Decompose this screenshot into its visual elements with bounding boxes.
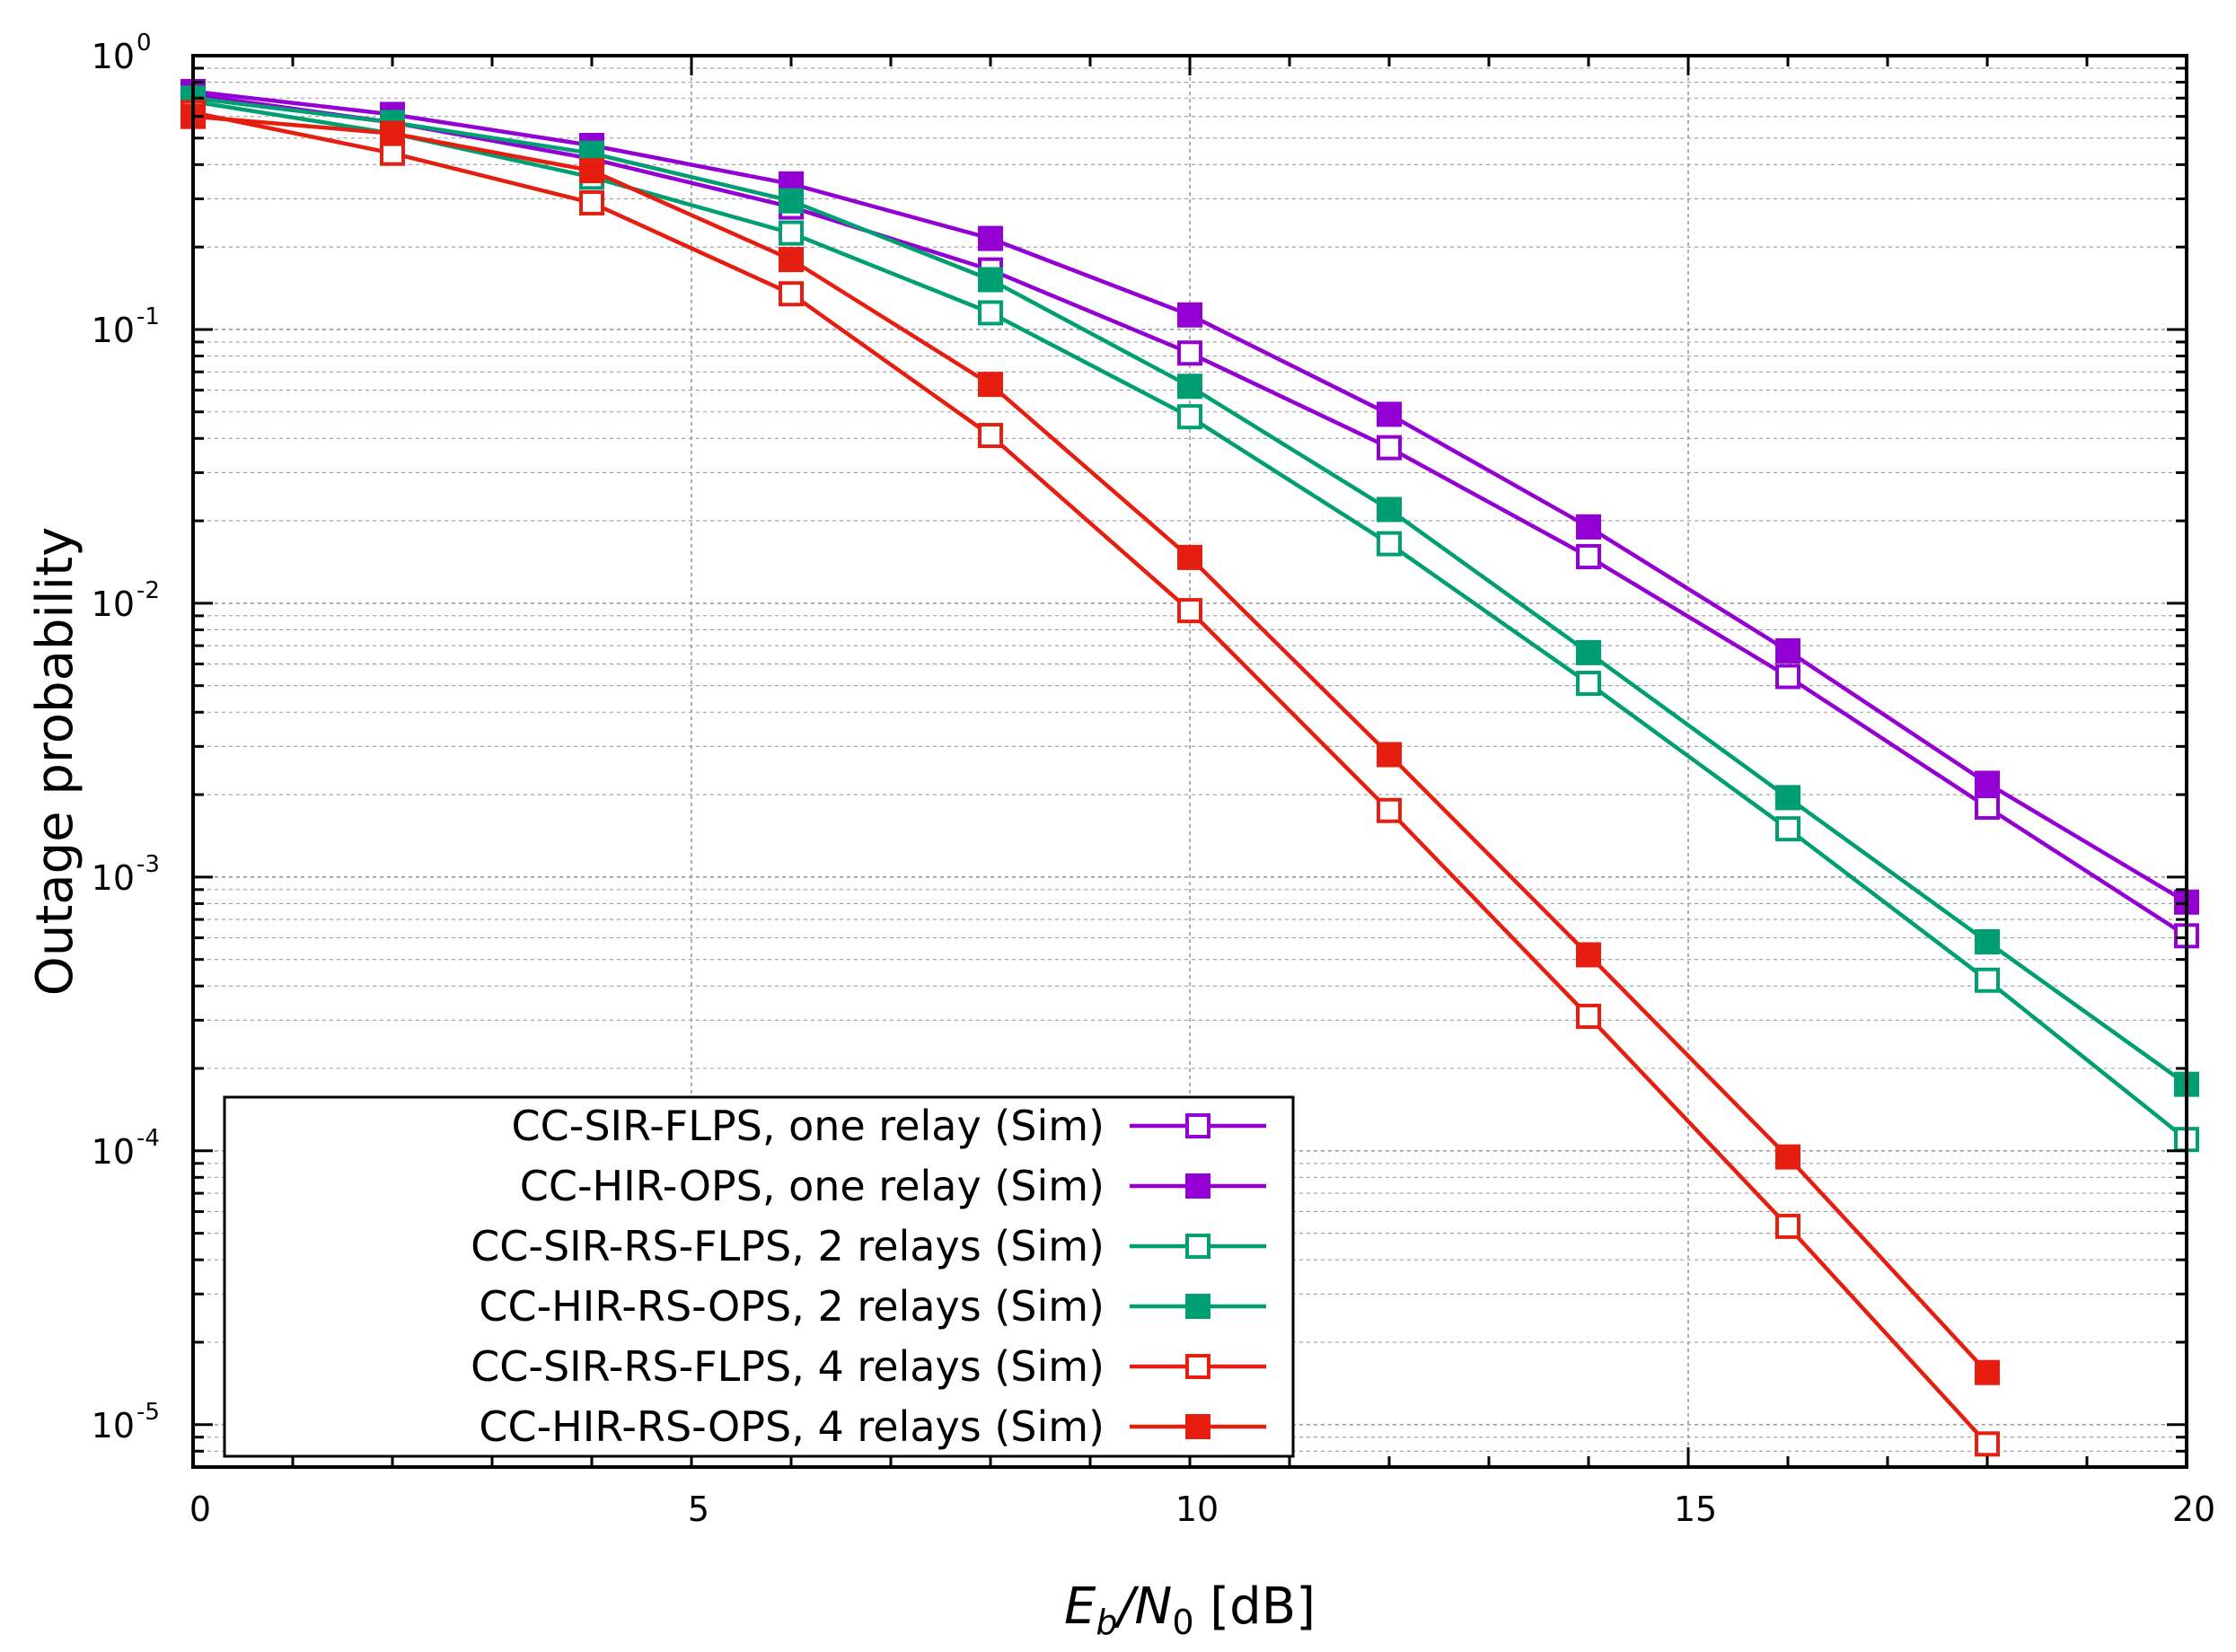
data-point	[779, 220, 804, 246]
y-tick-label-exponent: 0	[136, 30, 152, 57]
data-point	[1775, 1144, 1800, 1170]
y-tick-label: 10 -4	[92, 1125, 160, 1172]
data-point	[1576, 639, 1601, 665]
data-point	[1576, 543, 1601, 569]
legend-marker	[1185, 1354, 1210, 1379]
data-point	[1377, 797, 1402, 823]
x-axis-title-sub-0: 0	[1172, 1603, 1193, 1642]
legend-entry-6: CC-HIR-RS-OPS, 4 relays (Sim)	[479, 1402, 1266, 1451]
data-point	[1775, 785, 1800, 811]
data-point	[978, 300, 1003, 326]
data-point	[1975, 795, 2000, 821]
y-tick-label-base: 10	[92, 1132, 135, 1172]
legend-entry-5: CC-SIR-RS-FLPS, 4 relays (Sim)	[471, 1342, 1266, 1391]
y-axis-title: Outage probability	[26, 527, 84, 996]
data-point	[1177, 404, 1202, 430]
data-point	[1576, 942, 1601, 968]
data-point	[579, 189, 604, 215]
legend: CC-SIR-FLPS, one relay (Sim) CC-HIR-OPS, …	[223, 1095, 1295, 1458]
legend-label: CC-HIR-OPS, one relay (Sim)	[520, 1162, 1105, 1210]
plot-frame	[191, 54, 2188, 1469]
legend-label: CC-SIR-RS-FLPS, 4 relays (Sim)	[471, 1342, 1105, 1391]
y-tick-label: 10 -3	[92, 851, 160, 898]
y-tick-label-base: 10	[92, 1406, 135, 1446]
y-tick-label: 10 -1	[92, 303, 160, 350]
y-tick-label-exponent: -5	[136, 1399, 160, 1426]
data-point	[1975, 967, 2000, 993]
x-tick-label: 20	[2172, 1489, 2215, 1529]
x-axis-title-e: E	[1064, 1577, 1096, 1636]
legend-box	[223, 1095, 1295, 1458]
data-point	[1177, 302, 1202, 328]
x-tick-label: 0	[189, 1489, 211, 1529]
legend-marker	[1185, 1173, 1210, 1199]
data-point	[1177, 598, 1202, 624]
data-point	[779, 281, 804, 307]
data-point	[978, 423, 1003, 449]
data-point	[1576, 671, 1601, 697]
data-point	[579, 158, 604, 184]
data-point	[1975, 770, 2000, 796]
legend-marker	[1185, 1113, 1210, 1138]
legend-label: CC-HIR-RS-OPS, 2 relays (Sim)	[479, 1282, 1105, 1331]
legend-marker	[1185, 1294, 1210, 1319]
y-tick-label-exponent: -4	[136, 1125, 160, 1152]
series-line	[192, 114, 1989, 1375]
x-axis-title-unit: [dB]	[1194, 1577, 1316, 1636]
data-point	[1576, 514, 1601, 540]
data-point	[1975, 1431, 2000, 1457]
data-point	[978, 372, 1003, 398]
y-tick-label-exponent: -2	[136, 577, 160, 604]
legend-marker	[1185, 1414, 1210, 1439]
x-axis-title: Eb/N0 [dB]	[1064, 1577, 1316, 1642]
data-point	[1377, 742, 1402, 768]
y-tick-label: 10 0	[92, 30, 152, 76]
legend-label: CC-SIR-RS-FLPS, 2 relays (Sim)	[471, 1222, 1105, 1270]
x-tick-label: 10	[1175, 1489, 1219, 1529]
data-point	[1177, 340, 1202, 366]
data-point	[1975, 929, 2000, 955]
data-point	[1377, 401, 1402, 427]
data-point	[1377, 531, 1402, 557]
series-4	[180, 85, 2199, 1097]
x-tick-label: 15	[1674, 1489, 1717, 1529]
data-point	[1177, 373, 1202, 400]
series-layer	[180, 78, 2199, 1457]
data-point	[1377, 496, 1402, 523]
data-point	[1775, 816, 1800, 842]
legend-entry-2: CC-HIR-OPS, one relay (Sim)	[520, 1162, 1266, 1210]
data-point	[1576, 1003, 1601, 1029]
data-point	[779, 188, 804, 214]
data-point	[978, 267, 1003, 293]
legend-label: CC-SIR-FLPS, one relay (Sim)	[512, 1102, 1105, 1150]
legend-entry-4: CC-HIR-RS-OPS, 2 relays (Sim)	[479, 1282, 1266, 1331]
data-point	[380, 120, 405, 146]
data-point	[1775, 637, 1800, 663]
series-5	[180, 100, 2000, 1457]
legend-marker	[1185, 1234, 1210, 1259]
y-tick-label-base: 10	[92, 37, 135, 76]
data-point	[1377, 435, 1402, 461]
x-tick-label: 5	[688, 1489, 709, 1529]
data-point	[1775, 663, 1800, 690]
y-tick-label-base: 10	[92, 311, 135, 350]
data-point	[1975, 1359, 2000, 1385]
data-point	[1177, 544, 1202, 570]
series-line	[192, 110, 1989, 1446]
data-point	[978, 225, 1003, 251]
x-axis-title-sub-b: b	[1096, 1603, 1117, 1642]
y-tick-label-base: 10	[92, 858, 135, 898]
legend-entry-3: CC-SIR-RS-FLPS, 2 relays (Sim)	[471, 1222, 1266, 1270]
y-tick-label: 10 -2	[92, 577, 160, 624]
y-tick-label-exponent: -3	[136, 851, 160, 878]
y-tick-label: 10 -5	[92, 1399, 160, 1446]
x-axis-title-n: /N	[1114, 1577, 1173, 1636]
legend-label: CC-HIR-RS-OPS, 4 relays (Sim)	[479, 1402, 1105, 1451]
data-point	[1775, 1213, 1800, 1239]
legend-entry-1: CC-SIR-FLPS, one relay (Sim)	[512, 1102, 1266, 1150]
y-tick-label-base: 10	[92, 584, 135, 624]
data-point	[779, 247, 804, 273]
y-tick-label-exponent: -1	[136, 303, 160, 330]
